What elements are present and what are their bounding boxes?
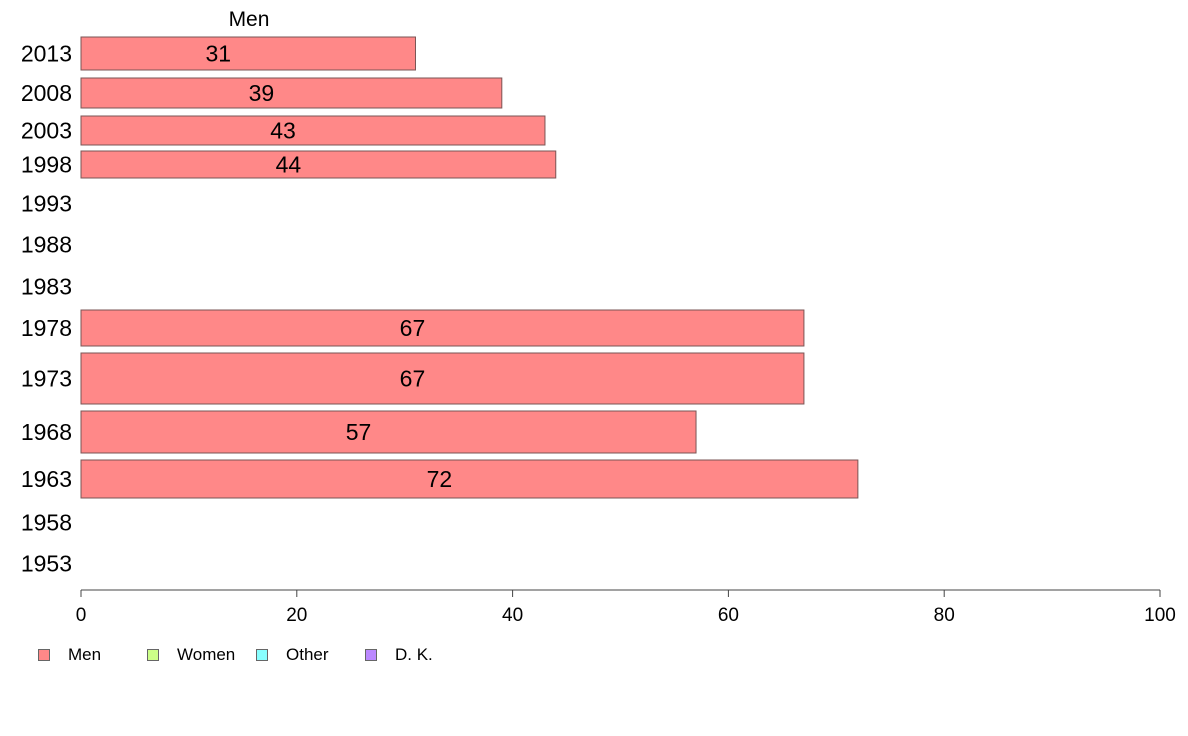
x-tick-label-100: 100 bbox=[1144, 605, 1176, 626]
bar-1973 bbox=[80, 352, 805, 405]
legend-item-d-k: D. K. bbox=[365, 645, 433, 665]
y-tick-label-1988: 1988 bbox=[21, 232, 72, 258]
y-tick-label-2013: 2013 bbox=[21, 41, 72, 67]
bar-1968 bbox=[80, 410, 697, 454]
data-label-2003: 43 bbox=[270, 118, 296, 144]
legend-label: Men bbox=[68, 645, 102, 664]
y-axis-labels: 2013 2008 2003 1998 1993 1988 1983 1978 1973 1968… bbox=[21, 41, 72, 577]
x-tick-label-40: 40 bbox=[502, 605, 523, 626]
data-label-2008: 39 bbox=[249, 80, 275, 106]
y-tick-label-1983: 1983 bbox=[21, 274, 72, 300]
bar-2013 bbox=[80, 36, 416, 71]
legend-item-other: Other bbox=[256, 645, 329, 665]
y-tick-label-2008: 2008 bbox=[21, 80, 72, 106]
bar-2008 bbox=[80, 77, 503, 109]
data-label-1968: 57 bbox=[346, 419, 372, 445]
data-label-1998: 44 bbox=[276, 152, 302, 178]
bars-group: 31 39 43 44 67 67 57 72 bbox=[80, 36, 859, 499]
legend-item-men: Men bbox=[38, 645, 101, 665]
legend-label: D. K. bbox=[395, 645, 433, 664]
data-label-2013: 31 bbox=[205, 41, 231, 67]
data-label-1963: 72 bbox=[427, 466, 453, 492]
y-tick-label-1968: 1968 bbox=[21, 419, 72, 445]
y-tick-label-1993: 1993 bbox=[21, 191, 72, 217]
x-tick-label-20: 20 bbox=[286, 605, 307, 626]
x-tick-label-0: 0 bbox=[76, 605, 87, 626]
y-tick-label-1958: 1958 bbox=[21, 510, 72, 536]
bar-1998 bbox=[80, 150, 557, 179]
legend-label: Women bbox=[177, 645, 236, 664]
data-label-1978: 67 bbox=[400, 315, 426, 341]
data-label-1973: 67 bbox=[400, 366, 426, 392]
chart-title: Men bbox=[229, 8, 270, 31]
y-tick-label-1973: 1973 bbox=[21, 366, 72, 392]
legend-swatch bbox=[38, 649, 50, 661]
y-tick-label-1978: 1978 bbox=[21, 315, 72, 341]
y-tick-label-1998: 1998 bbox=[21, 152, 72, 178]
x-tick-label-60: 60 bbox=[718, 605, 739, 626]
x-axis: 0 20 40 60 80 100 bbox=[76, 589, 1176, 626]
legend-swatch bbox=[147, 649, 159, 661]
y-tick-label-1963: 1963 bbox=[21, 466, 72, 492]
x-tick-label-80: 80 bbox=[934, 605, 955, 626]
legend-item-women: Women bbox=[147, 645, 235, 665]
y-tick-label-2003: 2003 bbox=[21, 118, 72, 144]
legend-swatch bbox=[256, 649, 268, 661]
legend-swatch bbox=[365, 649, 377, 661]
bar-2003 bbox=[80, 115, 546, 146]
legend-label: Other bbox=[286, 645, 329, 664]
bar-1963 bbox=[80, 459, 859, 499]
y-tick-label-1953: 1953 bbox=[21, 551, 72, 577]
bar-1978 bbox=[80, 309, 805, 347]
